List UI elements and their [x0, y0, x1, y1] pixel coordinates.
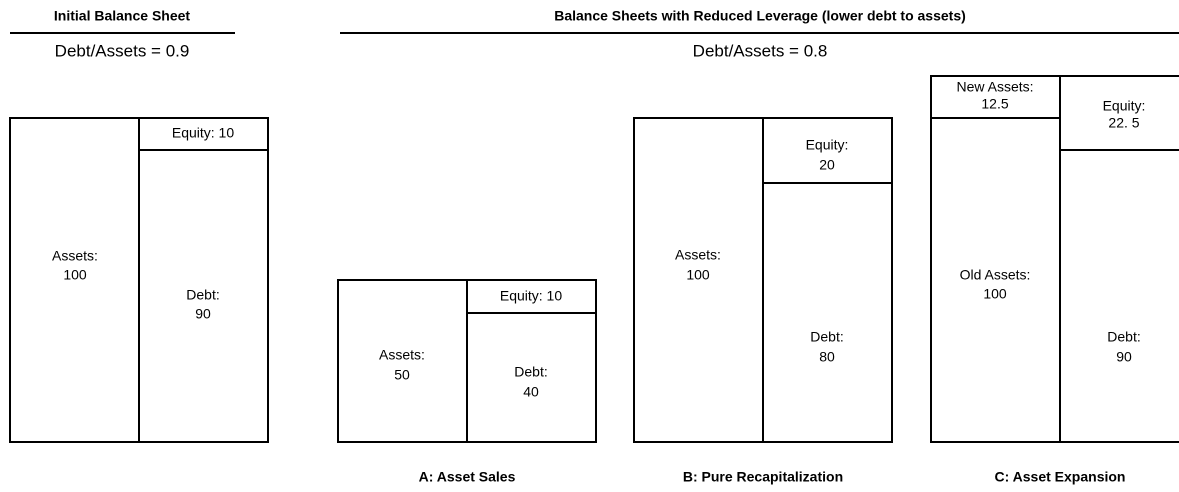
- assets: 50: [394, 367, 410, 383]
- sheet: [930, 75, 1179, 443]
- sheet-label: A: Asset Sales: [419, 469, 516, 485]
- debt: Debt:: [1107, 329, 1140, 345]
- debt: Debt:: [186, 287, 219, 303]
- debt: 80: [819, 349, 835, 365]
- sheet-label: C: Asset Expansion: [995, 469, 1126, 485]
- debt: Debt:: [810, 329, 843, 345]
- assets: Old Assets:: [960, 267, 1031, 283]
- equity: Equity: 10: [500, 288, 562, 304]
- heading: Balance Sheets with Reduced Leverage (lo…: [554, 8, 966, 24]
- sheet-label: B: Pure Recapitalization: [683, 469, 843, 485]
- assets: Assets:: [379, 347, 425, 363]
- assets: 100: [686, 267, 710, 283]
- new-assets: 12.5: [981, 96, 1008, 112]
- debt: 40: [523, 384, 539, 400]
- debt: 90: [1116, 349, 1132, 365]
- equity: Equity:: [806, 137, 849, 153]
- assets: Assets:: [675, 247, 721, 263]
- equity: 22. 5: [1108, 115, 1139, 131]
- heading: Initial Balance Sheet: [54, 8, 190, 24]
- debt: 90: [195, 306, 211, 322]
- new-assets: New Assets:: [956, 79, 1033, 95]
- debt: Debt:: [514, 364, 547, 380]
- equity: Equity:: [1103, 98, 1146, 114]
- assets: 100: [983, 286, 1007, 302]
- assets: Assets:: [52, 248, 98, 264]
- ratio: Debt/Assets = 0.8: [693, 41, 828, 60]
- assets: 100: [63, 267, 87, 283]
- ratio: Debt/Assets = 0.9: [55, 41, 190, 60]
- equity: 20: [819, 157, 835, 173]
- equity: Equity: 10: [172, 125, 234, 141]
